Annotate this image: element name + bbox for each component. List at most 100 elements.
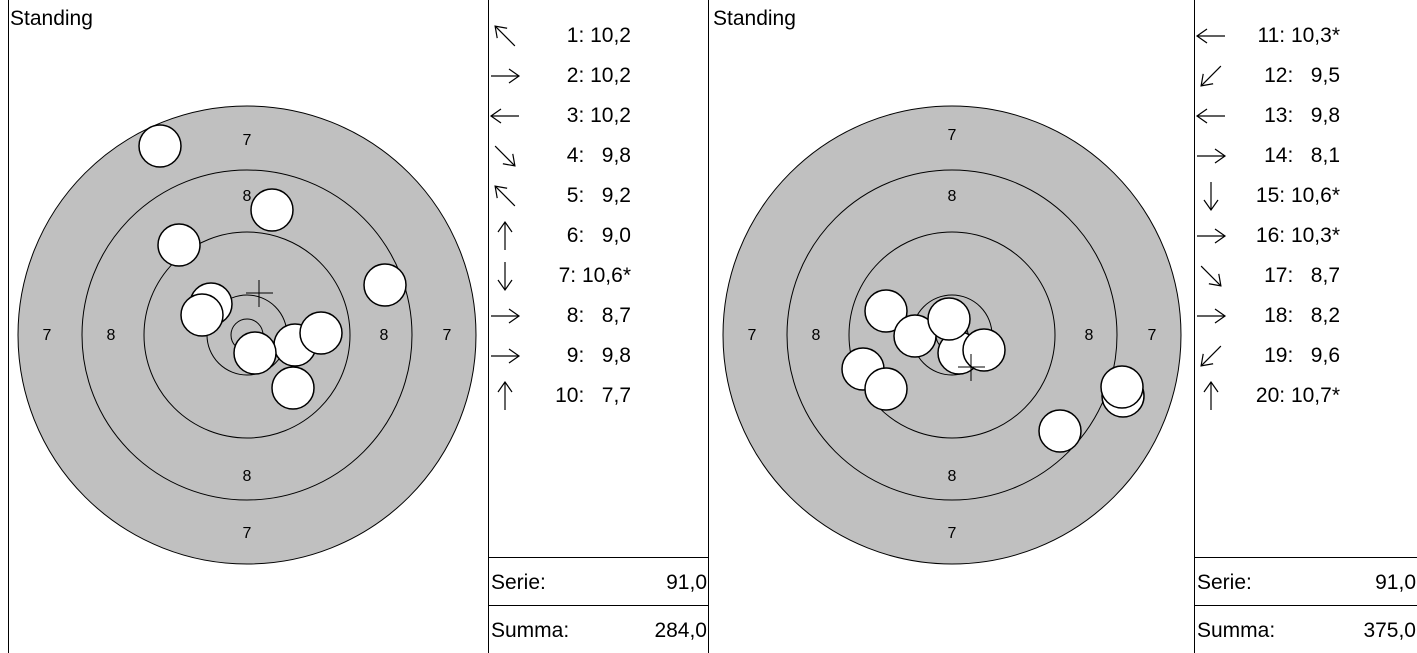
direction-arrow-icon [489, 108, 519, 124]
shot-score: 6: 9,0 [566, 224, 631, 247]
shot-score: 15: 10,6* [1255, 184, 1340, 207]
direction-arrow-icon [494, 145, 516, 167]
direction-arrow-icon [497, 380, 513, 410]
shot-row: 18: 8,2 [1195, 294, 1417, 334]
target-panel-1: Standing 7 8 8 7 7 8 8 7 [8, 0, 489, 653]
ring-label: 7 [43, 327, 52, 344]
direction-arrow-icon [1203, 380, 1219, 410]
ring-label: 7 [948, 127, 957, 144]
shot-score: 8: 8,7 [566, 304, 631, 327]
direction-arrow-icon [1197, 148, 1227, 164]
shot-hole [250, 188, 294, 232]
summa-value: 375,0 [1363, 619, 1416, 642]
direction-arrow-icon [1203, 182, 1219, 212]
ring-label: 8 [812, 327, 821, 344]
ring-label: 8 [948, 468, 957, 485]
shot-hole [962, 328, 1006, 372]
shot-score: 9: 9,8 [566, 344, 631, 367]
shot-hole [299, 311, 343, 355]
shot-hole [1100, 365, 1144, 409]
shot-row: 19: 9,6 [1195, 334, 1417, 374]
shot-score: 7: 10,6* [558, 264, 631, 287]
shot-score: 14: 8,1 [1264, 144, 1340, 167]
serie-label: Serie: [1197, 571, 1252, 594]
shot-hole [233, 331, 277, 375]
shot-row: 16: 10,3* [1195, 214, 1417, 254]
shot-row: 9: 9,8 [489, 334, 708, 374]
shot-score: 2: 10,2 [566, 64, 631, 87]
shot-row: 7: 10,6* [489, 254, 708, 294]
shot-score: 4: 9,8 [566, 144, 631, 167]
shot-row: 15: 10,6* [1195, 174, 1417, 214]
ring-label: 7 [243, 132, 252, 149]
shot-hole [864, 367, 908, 411]
serie-value: 91,0 [666, 571, 707, 594]
ring-label: 8 [243, 468, 252, 485]
shot-row: 1: 10,2 [489, 14, 708, 54]
score-column-2: 11: 10,3* 12: 9,5 13: 9,8 14: 8,1 15: 10,6* 1… [1195, 0, 1417, 653]
shot-hole [180, 293, 224, 337]
shot-row: 14: 8,1 [1195, 134, 1417, 174]
shot-score: 10: 7,7 [555, 384, 631, 407]
shot-score: 18: 8,2 [1264, 304, 1340, 327]
score-column-1: 1: 10,2 2: 10,2 3: 10,2 4: 9,8 5: 9,2 6: 9,0 7… [489, 0, 709, 653]
direction-arrow-icon [491, 348, 521, 364]
ring-label: 8 [243, 188, 252, 205]
direction-arrow-icon [1197, 228, 1227, 244]
direction-arrow-icon [1200, 265, 1222, 287]
serie-row: Serie: 91,0 [489, 557, 708, 605]
ring-label: 7 [443, 327, 452, 344]
summa-row: Summa: 375,0 [1195, 605, 1417, 653]
shot-score: 11: 10,3* [1257, 24, 1340, 47]
target-1: 7 8 8 7 7 8 8 7 [17, 105, 477, 565]
summa-row: Summa: 284,0 [489, 605, 708, 653]
serie-label: Serie: [491, 571, 546, 594]
shot-hole [271, 366, 315, 410]
shot-score: 17: 8,7 [1264, 264, 1340, 287]
shot-row: 11: 10,3* [1195, 14, 1417, 54]
shot-row: 3: 10,2 [489, 94, 708, 134]
shot-score: 1: 10,2 [566, 24, 631, 47]
shot-row: 13: 9,8 [1195, 94, 1417, 134]
summa-label: Summa: [1197, 619, 1276, 642]
position-title: Standing [713, 7, 796, 30]
shot-row: 17: 8,7 [1195, 254, 1417, 294]
direction-arrow-icon [494, 185, 516, 207]
direction-arrow-icon [1195, 28, 1225, 44]
ring-label: 8 [948, 188, 957, 205]
direction-arrow-icon [1200, 65, 1222, 87]
serie-value: 91,0 [1375, 571, 1416, 594]
shot-score: 12: 9,5 [1264, 64, 1340, 87]
shot-hole [363, 263, 407, 307]
ring-label: 7 [948, 525, 957, 542]
ring-label: 7 [243, 525, 252, 542]
ring-8 [81, 169, 413, 501]
shot-hole [927, 297, 971, 341]
direction-arrow-icon [494, 25, 516, 47]
target-2: 7 8 8 7 7 8 8 7 [722, 105, 1182, 565]
direction-arrow-icon [497, 220, 513, 250]
direction-arrow-icon [491, 308, 521, 324]
shot-score: 13: 9,8 [1264, 104, 1340, 127]
summa-label: Summa: [491, 619, 570, 642]
shot-row: 2: 10,2 [489, 54, 708, 94]
ring-label: 8 [380, 327, 389, 344]
shot-holes [138, 124, 407, 410]
shot-hole [157, 223, 201, 267]
ring-label: 8 [1085, 327, 1094, 344]
ring-9 [848, 231, 1056, 439]
shot-row: 8: 8,7 [489, 294, 708, 334]
target-panel-2: Standing 7 8 8 7 7 8 8 7 [709, 0, 1195, 653]
shot-row: 5: 9,2 [489, 174, 708, 214]
ring-9 [143, 231, 351, 439]
shot-row: 20: 10,7* [1195, 374, 1417, 414]
shot-score: 3: 10,2 [566, 104, 631, 127]
direction-arrow-icon [1200, 345, 1222, 367]
shot-hole [864, 289, 908, 333]
direction-arrow-icon [1195, 108, 1225, 124]
shot-hole [1038, 409, 1082, 453]
shot-row: 10: 7,7 [489, 374, 708, 414]
shot-score: 16: 10,3* [1255, 224, 1340, 247]
shot-score: 5: 9,2 [566, 184, 631, 207]
ring-8 [786, 169, 1118, 501]
